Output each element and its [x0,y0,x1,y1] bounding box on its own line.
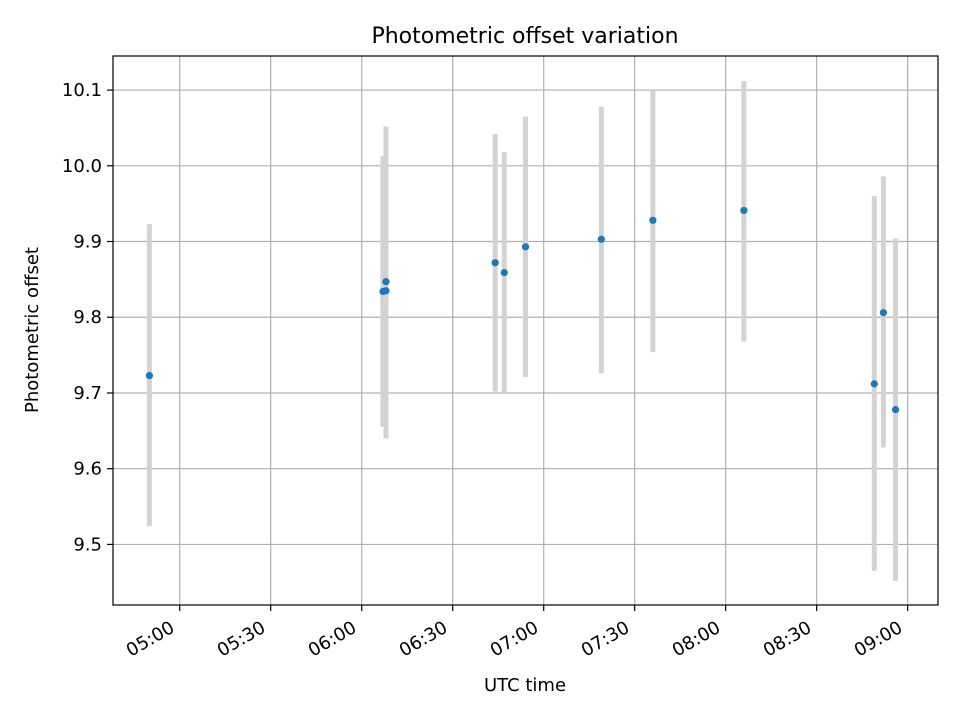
data-point [491,259,499,267]
plot-frame [112,55,939,606]
data-point [870,380,878,388]
data-points [145,206,900,414]
y-tick-label: 10.0 [62,156,102,177]
x-axis-title: UTC time [484,675,566,696]
data-point [382,287,390,295]
y-tick-label: 9.7 [73,383,102,404]
data-point [740,206,748,215]
data-point [500,268,508,277]
data-point [145,371,153,380]
y-tick-label: 10.1 [62,80,102,101]
data-point [597,235,605,243]
y-tick-label: 9.6 [73,459,102,480]
y-axis-ticks: 9.5 9.6 9.7 9.8 9.9 10.0 10.1 [62,80,113,555]
data-point [649,216,657,224]
y-tick-label: 9.8 [73,307,102,328]
y-tick-label: 9.5 [73,534,102,555]
data-point [879,309,888,317]
data-point [521,243,530,251]
data-point [382,278,390,286]
chart-title: Photometric offset variation [371,24,678,49]
data-point [891,406,900,414]
y-tick-label: 9.9 [73,232,102,253]
y-axis-title: Photometric offset [22,247,43,413]
